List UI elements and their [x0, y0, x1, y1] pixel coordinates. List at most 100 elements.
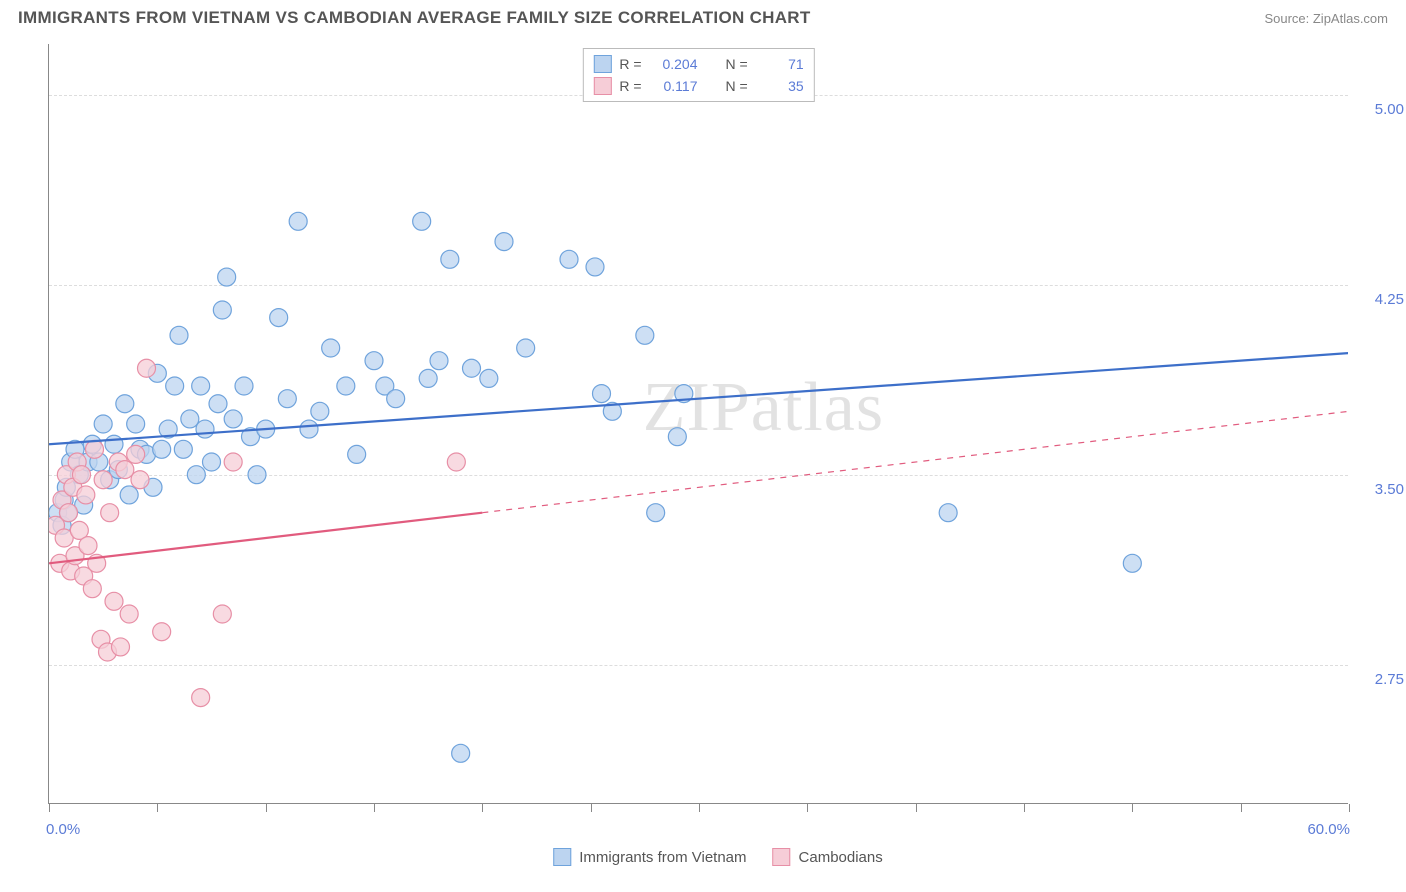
plot-area: ZIPatlas R =0.204N =71R =0.117N =35	[48, 44, 1348, 804]
data-point-cambodia	[79, 537, 97, 555]
legend-r-value-vietnam: 0.204	[650, 53, 698, 75]
data-point-cambodia	[112, 638, 130, 656]
data-point-vietnam	[289, 212, 307, 230]
data-point-vietnam	[463, 359, 481, 377]
data-point-cambodia	[192, 689, 210, 707]
x-tick	[266, 804, 267, 812]
x-tick	[1024, 804, 1025, 812]
data-point-vietnam	[387, 390, 405, 408]
legend-n-label: N =	[726, 75, 748, 97]
data-point-vietnam	[322, 339, 340, 357]
data-point-cambodia	[120, 605, 138, 623]
data-point-vietnam	[419, 369, 437, 387]
data-point-vietnam	[203, 453, 221, 471]
x-tick	[591, 804, 592, 812]
data-point-cambodia	[116, 461, 134, 479]
data-point-cambodia	[153, 623, 171, 641]
source-label: Source: ZipAtlas.com	[1264, 11, 1388, 26]
data-point-cambodia	[131, 471, 149, 489]
data-point-cambodia	[447, 453, 465, 471]
series-label-cambodia: Cambodians	[799, 849, 883, 866]
x-min-label: 0.0%	[46, 821, 80, 838]
data-point-vietnam	[127, 415, 145, 433]
data-point-vietnam	[560, 250, 578, 268]
x-tick	[1241, 804, 1242, 812]
data-point-cambodia	[213, 605, 231, 623]
data-point-vietnam	[441, 250, 459, 268]
data-point-vietnam	[187, 466, 205, 484]
legend-n-value-cambodia: 35	[756, 75, 804, 97]
y-tick-label: 2.75	[1354, 671, 1404, 688]
y-tick-label: 5.00	[1354, 101, 1404, 118]
data-point-vietnam	[192, 377, 210, 395]
legend-row-vietnam: R = 0.204 N = 71	[593, 53, 803, 75]
legend-n-value-vietnam: 71	[756, 53, 804, 75]
data-point-vietnam	[430, 352, 448, 370]
data-point-vietnam	[1123, 554, 1141, 572]
data-point-cambodia	[60, 504, 78, 522]
trend-line-dashed-cambodia	[482, 411, 1348, 512]
data-point-cambodia	[105, 592, 123, 610]
trend-line-vietnam	[49, 353, 1348, 444]
correlation-legend: R = 0.204 N = 71 R = 0.117 N = 35	[582, 48, 814, 102]
chart-title: IMMIGRANTS FROM VIETNAM VS CAMBODIAN AVE…	[18, 8, 811, 28]
data-point-vietnam	[480, 369, 498, 387]
data-point-vietnam	[105, 435, 123, 453]
series-label-vietnam: Immigrants from Vietnam	[579, 849, 746, 866]
series-swatch-vietnam	[553, 848, 571, 866]
data-point-vietnam	[170, 326, 188, 344]
chart-svg	[49, 44, 1348, 803]
x-tick	[157, 804, 158, 812]
legend-swatch-cambodia	[593, 77, 611, 95]
legend-row-cambodia: R = 0.117 N = 35	[593, 75, 803, 97]
data-point-vietnam	[166, 377, 184, 395]
data-point-vietnam	[235, 377, 253, 395]
data-point-vietnam	[94, 415, 112, 433]
data-point-vietnam	[593, 385, 611, 403]
data-point-vietnam	[153, 440, 171, 458]
legend-r-value-cambodia: 0.117	[650, 75, 698, 97]
legend-r-label: R =	[619, 53, 641, 75]
series-legend-item-vietnam: Immigrants from Vietnam	[553, 848, 746, 866]
plot-wrap: Average Family Size ZIPatlas R =0.204N =…	[48, 44, 1388, 836]
x-tick	[1132, 804, 1133, 812]
data-point-vietnam	[174, 440, 192, 458]
data-point-cambodia	[138, 359, 156, 377]
legend-swatch-vietnam	[593, 55, 611, 73]
data-point-cambodia	[77, 486, 95, 504]
data-point-vietnam	[647, 504, 665, 522]
data-point-vietnam	[586, 258, 604, 276]
data-point-cambodia	[127, 445, 145, 463]
x-tick	[699, 804, 700, 812]
data-point-vietnam	[120, 486, 138, 504]
series-legend-item-cambodia: Cambodians	[773, 848, 883, 866]
y-tick-label: 3.50	[1354, 481, 1404, 498]
data-point-cambodia	[83, 580, 101, 598]
legend-n-label: N =	[726, 53, 748, 75]
data-point-cambodia	[86, 440, 104, 458]
legend-r-label: R =	[619, 75, 641, 97]
x-tick	[482, 804, 483, 812]
data-point-vietnam	[636, 326, 654, 344]
data-point-vietnam	[517, 339, 535, 357]
data-point-vietnam	[181, 410, 199, 428]
data-point-vietnam	[337, 377, 355, 395]
data-point-vietnam	[348, 445, 366, 463]
data-point-vietnam	[495, 233, 513, 251]
data-point-vietnam	[218, 268, 236, 286]
source-prefix: Source:	[1264, 11, 1312, 26]
x-tick	[916, 804, 917, 812]
x-tick	[374, 804, 375, 812]
source-value: ZipAtlas.com	[1313, 11, 1388, 26]
x-tick	[49, 804, 50, 812]
data-point-vietnam	[224, 410, 242, 428]
data-point-vietnam	[413, 212, 431, 230]
series-swatch-cambodia	[773, 848, 791, 866]
data-point-vietnam	[248, 466, 266, 484]
data-point-vietnam	[116, 395, 134, 413]
x-max-label: 60.0%	[1307, 821, 1350, 838]
data-point-vietnam	[311, 402, 329, 420]
data-point-vietnam	[452, 744, 470, 762]
data-point-vietnam	[939, 504, 957, 522]
data-point-vietnam	[196, 420, 214, 438]
